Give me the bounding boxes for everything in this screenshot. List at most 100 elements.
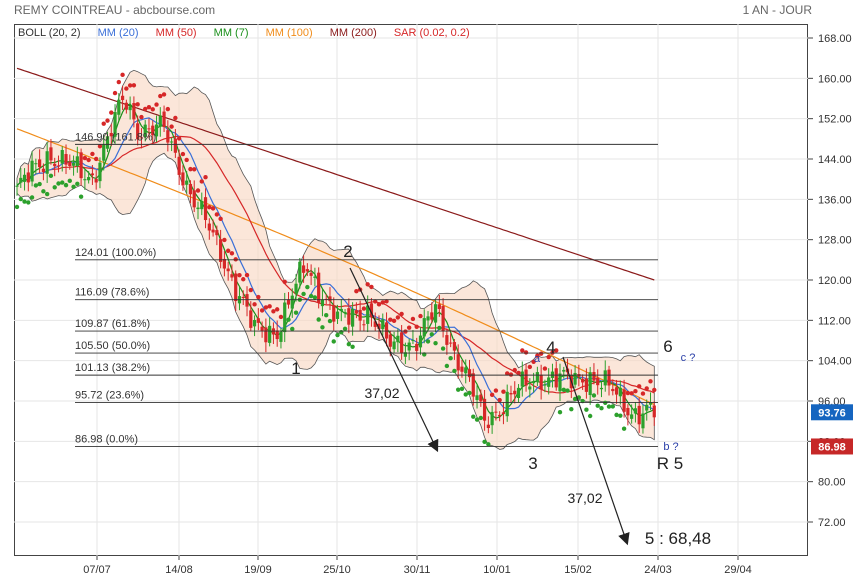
candle-body	[252, 319, 257, 327]
sar-dot	[290, 326, 295, 332]
sar-dot	[124, 86, 129, 91]
candle-body	[22, 174, 27, 182]
candle-body	[215, 230, 219, 236]
wave-annotation: a	[534, 353, 541, 365]
sar-dot	[218, 216, 223, 222]
sar-dot	[520, 348, 525, 353]
sar-dot	[433, 340, 438, 346]
candle-body	[535, 372, 539, 383]
candle-body	[403, 352, 407, 357]
projection-arrow-2	[562, 356, 630, 546]
sar-dot	[301, 291, 306, 297]
sar-dot	[410, 316, 416, 322]
candle-body	[528, 386, 532, 390]
candle-body	[354, 310, 358, 314]
x-tick-label: 10/01	[483, 564, 511, 576]
candle-body	[211, 229, 215, 233]
sar-dot	[531, 359, 536, 364]
fib-label: 124.01 (100.0%)	[75, 247, 156, 259]
x-tick-label: 14/08	[165, 564, 193, 576]
y-tick-label: 152.00	[818, 114, 852, 126]
sar-dot	[512, 367, 517, 373]
candle-body	[305, 269, 309, 272]
sar-dot	[184, 157, 189, 163]
candle-body	[339, 308, 343, 312]
candle-body	[226, 268, 230, 272]
y-tick-label: 136.00	[818, 194, 852, 206]
candle-body	[554, 368, 558, 388]
sar-dot	[139, 114, 144, 120]
wave-annotation: 1	[291, 359, 300, 378]
candle-body	[607, 369, 611, 386]
sar-dot	[252, 302, 257, 307]
candle-body	[441, 305, 445, 332]
mm200-line	[16, 67, 655, 281]
candle-body	[158, 115, 162, 127]
candle-body	[400, 332, 404, 353]
sar-dot	[274, 307, 280, 312]
legend-sar: SAR (0.02, 0.2)	[393, 27, 470, 39]
sar-dot	[437, 325, 442, 331]
last-sar-badge: 86.98	[811, 438, 853, 455]
candle-body	[279, 331, 283, 342]
sar-dot	[173, 115, 178, 121]
candle-body	[479, 394, 483, 402]
candle-body	[264, 327, 268, 343]
legend-mm50: MM (50)	[155, 27, 197, 39]
candle-body	[520, 371, 524, 387]
sar-dot	[425, 339, 431, 344]
sar-dot	[625, 390, 631, 396]
candle-body	[407, 342, 411, 351]
candle-body	[298, 261, 302, 283]
sar-dot	[97, 144, 103, 149]
sar-dot	[199, 179, 204, 184]
sar-dot	[640, 391, 646, 396]
candle-body	[38, 159, 42, 168]
sar-dot	[293, 310, 299, 315]
candle-body	[509, 393, 513, 395]
candle-body	[486, 424, 490, 429]
candle-body	[475, 395, 479, 401]
sar-dot	[471, 414, 476, 419]
sar-dot	[489, 392, 495, 398]
sar-dot	[557, 410, 563, 415]
sar-dot	[391, 318, 397, 324]
candle-body	[98, 162, 102, 182]
sar-dot	[56, 181, 61, 186]
sar-dot	[324, 313, 329, 318]
candle-body	[433, 304, 438, 323]
candle-body	[120, 95, 125, 101]
sar-dot	[158, 93, 163, 99]
sar-dot	[67, 178, 72, 184]
candle-body	[388, 334, 392, 347]
wave-annotation: R 5	[657, 454, 683, 473]
sar-dot	[222, 237, 227, 243]
y-tick-label: 80.00	[818, 477, 846, 489]
sar-dot	[316, 317, 321, 322]
last-sar-badge-bg	[811, 438, 853, 455]
candle-body	[181, 172, 185, 186]
chart-header: REMY COINTREAU - abcbourse.com 1 AN - JO…	[0, 0, 860, 20]
sar-dot	[225, 248, 231, 253]
candle-body	[230, 274, 234, 278]
candle-body	[185, 180, 189, 185]
sar-dot	[486, 442, 491, 447]
sar-dot	[354, 289, 359, 294]
candle-body	[490, 411, 494, 426]
sar-dot	[429, 332, 434, 337]
sar-dot	[648, 379, 653, 384]
candle-body	[301, 265, 306, 273]
candle-body	[117, 99, 121, 115]
candle-body	[260, 326, 264, 331]
sar-dot	[418, 313, 423, 319]
sar-dot	[636, 384, 642, 389]
candle-body	[268, 325, 272, 343]
candle-body	[34, 163, 38, 165]
sar-dot	[584, 407, 589, 412]
sar-dot	[599, 405, 604, 411]
sar-dot	[452, 368, 457, 374]
candle-body	[87, 177, 91, 181]
candle-body	[449, 342, 453, 344]
candle-body	[369, 303, 374, 318]
